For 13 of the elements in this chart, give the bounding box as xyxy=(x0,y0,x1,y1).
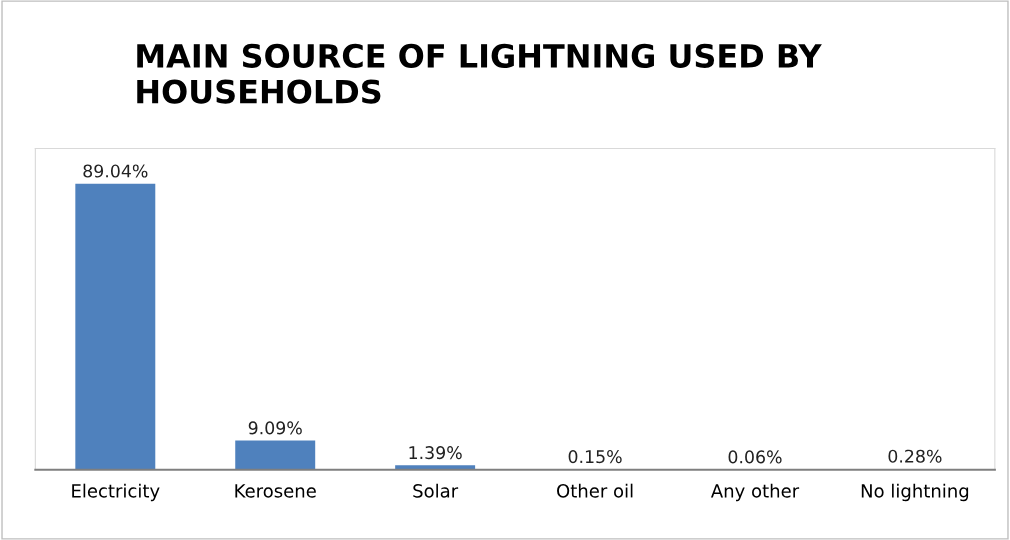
data-label: 1.39% xyxy=(409,446,462,460)
data-label: 9.09% xyxy=(248,421,302,435)
x-tick-label: Other oil xyxy=(557,483,633,498)
x-tick-label: Any other xyxy=(710,483,800,502)
data-label: 0.15% xyxy=(568,450,622,464)
data-label: 0.28% xyxy=(888,449,942,463)
x-tick-label: No lightning xyxy=(861,483,969,502)
data-label: 0.06% xyxy=(728,450,782,464)
x-tick-label: Electricity xyxy=(72,483,160,502)
chart-title: MAIN SOURCE OF LIGHTNING USED BY HOUSEHOLDS xyxy=(137,43,822,104)
x-tick-label: Solar xyxy=(413,483,459,498)
x-tick-label: Kerosene xyxy=(235,484,316,498)
data-label: 89.04% xyxy=(83,164,148,178)
